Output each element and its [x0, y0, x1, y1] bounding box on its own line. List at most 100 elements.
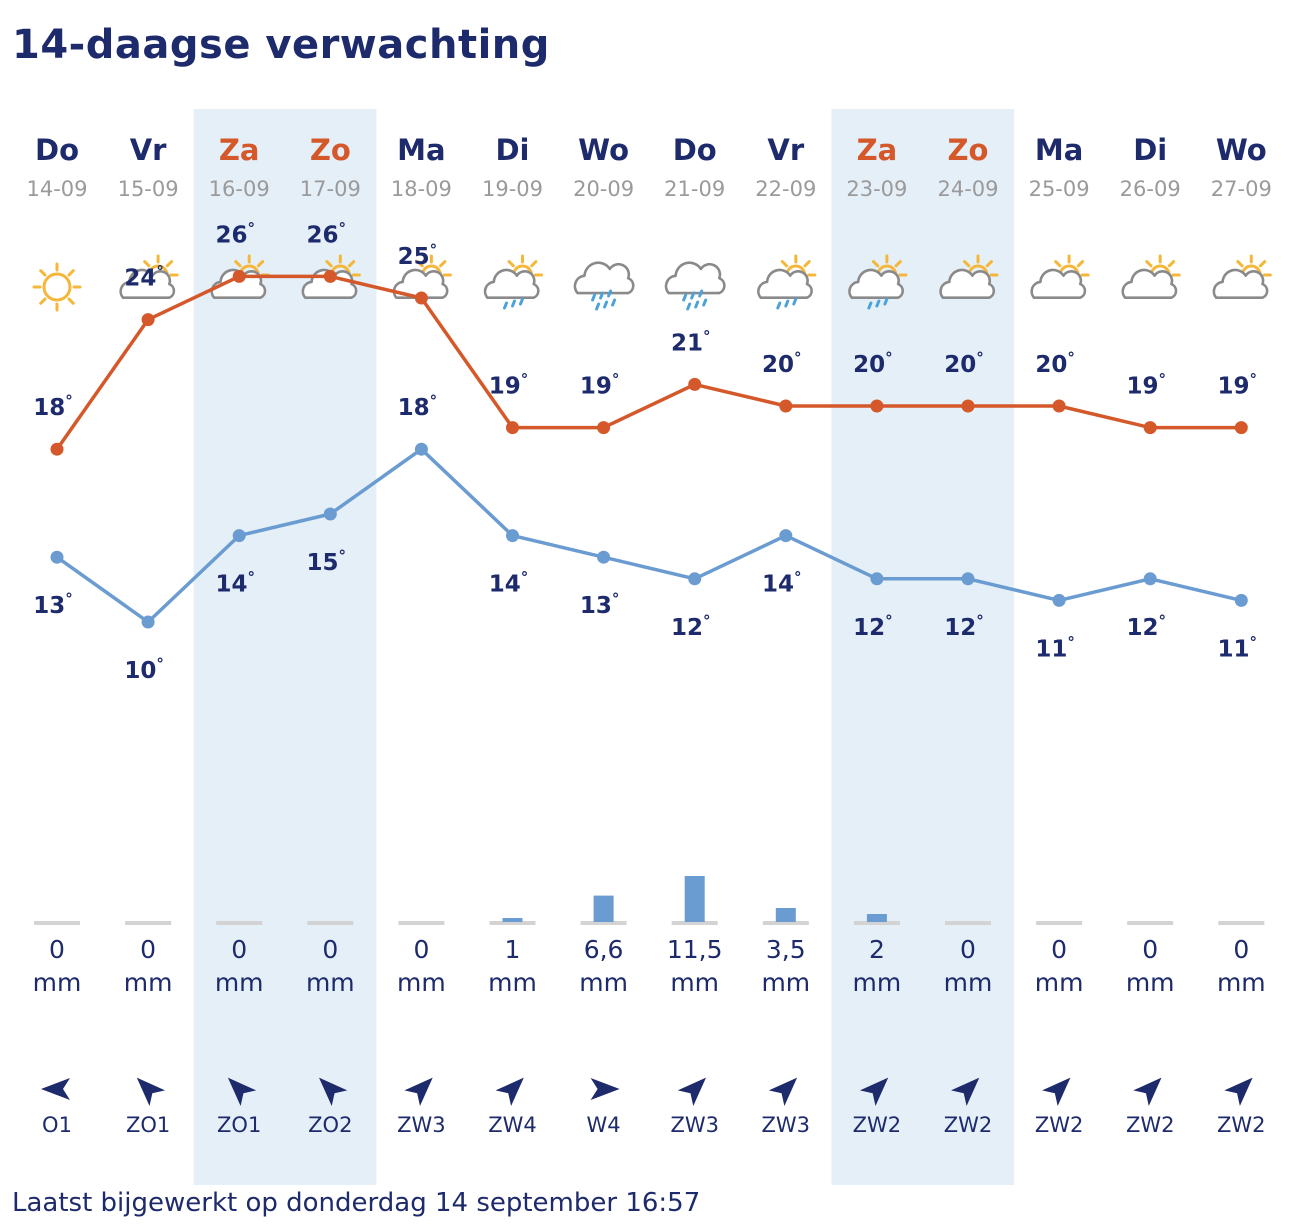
min-temp-point — [232, 529, 246, 543]
rain-drop — [503, 301, 508, 310]
rain-drop — [595, 302, 601, 311]
max-temp-label: 19° — [489, 371, 529, 400]
rain-amount: 0 — [49, 935, 65, 964]
rain-drop — [883, 297, 889, 306]
date-label: 19-09 — [482, 177, 543, 201]
date-label: 15-09 — [118, 177, 179, 201]
sun-cloud-drizzle-icon — [483, 254, 543, 310]
arrow-shape — [951, 1077, 980, 1106]
min-temp-point — [414, 442, 428, 456]
wind-arrow-icon — [41, 1078, 70, 1100]
day-label: Do — [35, 133, 79, 167]
sun-cloud-icon — [1030, 254, 1090, 299]
rain-drop — [511, 299, 516, 308]
rain-drop — [867, 301, 873, 310]
arrow-shape — [1224, 1077, 1253, 1106]
rain-baseline — [853, 921, 900, 925]
rain-amount: 0 — [413, 935, 429, 964]
min-temp-label: 14° — [489, 569, 529, 598]
cloud-shape — [757, 268, 813, 299]
max-temp-label: 21° — [671, 327, 711, 356]
min-temp-point — [688, 572, 702, 586]
day-label: Zo — [948, 133, 989, 167]
arrow-shape — [1133, 1077, 1162, 1106]
min-temp-point — [1234, 593, 1248, 607]
cloud-shape — [939, 268, 996, 299]
sun-cloud-drizzle-icon — [848, 254, 908, 310]
max-temp-point — [688, 377, 702, 391]
min-temp-label: 13° — [33, 590, 73, 619]
min-temp-line — [55, 447, 1242, 624]
min-temp-point — [141, 615, 155, 629]
sun-ray — [39, 297, 47, 305]
sun-ray — [347, 260, 356, 268]
sun-ray — [803, 260, 811, 268]
rain-drop — [591, 293, 597, 302]
sun-ray — [530, 260, 538, 268]
wind-arrow-icon — [768, 1077, 798, 1106]
day-label: Wo — [1216, 133, 1267, 167]
wind-arrow-icon — [1133, 1077, 1162, 1106]
wind-arrow-icon — [404, 1077, 433, 1106]
rain-amount: 0 — [1233, 935, 1249, 964]
rain-bar — [593, 895, 614, 922]
rain-drop — [698, 289, 704, 298]
arrow-shape — [590, 1078, 620, 1100]
sun-ray — [985, 260, 993, 268]
sun-ray — [67, 297, 75, 305]
rain-unit: mm — [33, 968, 82, 997]
rain-bar — [866, 914, 887, 922]
min-temp-label: 13° — [580, 590, 620, 619]
rain-unit: mm — [1217, 968, 1266, 997]
max-temp-point — [1143, 421, 1157, 435]
rain-bar — [502, 918, 523, 922]
sun-ray — [256, 260, 265, 268]
min-temp-label: 12° — [1126, 612, 1166, 641]
min-temp-point — [961, 572, 975, 586]
wind-arrow-icon — [951, 1077, 980, 1106]
rain-unit: mm — [306, 968, 355, 997]
date-label: 26-09 — [1120, 177, 1181, 201]
rain-drop — [776, 301, 782, 310]
last-updated-text: Laatst bijgewerkt op donderdag 14 septem… — [12, 1188, 701, 1218]
max-temp-label: 19° — [1126, 371, 1166, 400]
min-temp-label: 10° — [124, 655, 164, 684]
max-temp-line — [55, 274, 1242, 451]
wind-label: ZW4 — [488, 1113, 537, 1137]
min-temp-label: 11° — [1218, 633, 1258, 662]
day-label: Za — [857, 133, 898, 167]
sun-icon — [32, 262, 82, 312]
rain-drop — [599, 291, 605, 300]
day-label: Wo — [578, 133, 629, 167]
wind-label: ZW2 — [944, 1113, 993, 1137]
rain-amount: 6,6 — [584, 935, 624, 964]
sun-cloud-icon — [1121, 254, 1181, 299]
cloud-shape — [1030, 268, 1087, 299]
rain-baseline — [762, 921, 809, 925]
wind-label: O1 — [42, 1113, 72, 1137]
rain-baseline — [1127, 921, 1174, 925]
date-label: 21-09 — [664, 177, 725, 201]
date-label: 22-09 — [755, 177, 816, 201]
rain-drop — [611, 298, 617, 307]
rain-unit: mm — [488, 968, 537, 997]
rain-drop — [875, 299, 881, 308]
min-temp-point — [1143, 572, 1157, 586]
wind-label: ZO1 — [217, 1113, 261, 1137]
wind-label: ZW3 — [397, 1113, 446, 1137]
cloud-shape — [1121, 268, 1178, 299]
max-temp-point — [506, 421, 519, 435]
wind-arrow-icon — [318, 1077, 348, 1106]
rain-drop — [690, 291, 696, 300]
max-temp-point — [597, 421, 611, 435]
sun-ray — [507, 260, 515, 268]
wind-arrow-icon — [136, 1077, 166, 1106]
rain-drop — [603, 300, 609, 309]
day-label: Vr — [767, 133, 804, 167]
rain-amount: 0 — [960, 935, 976, 964]
rain-bar — [775, 908, 796, 922]
max-temp-point — [961, 399, 975, 413]
arrow-shape — [768, 1077, 798, 1106]
rain-amount: 0 — [140, 935, 156, 964]
